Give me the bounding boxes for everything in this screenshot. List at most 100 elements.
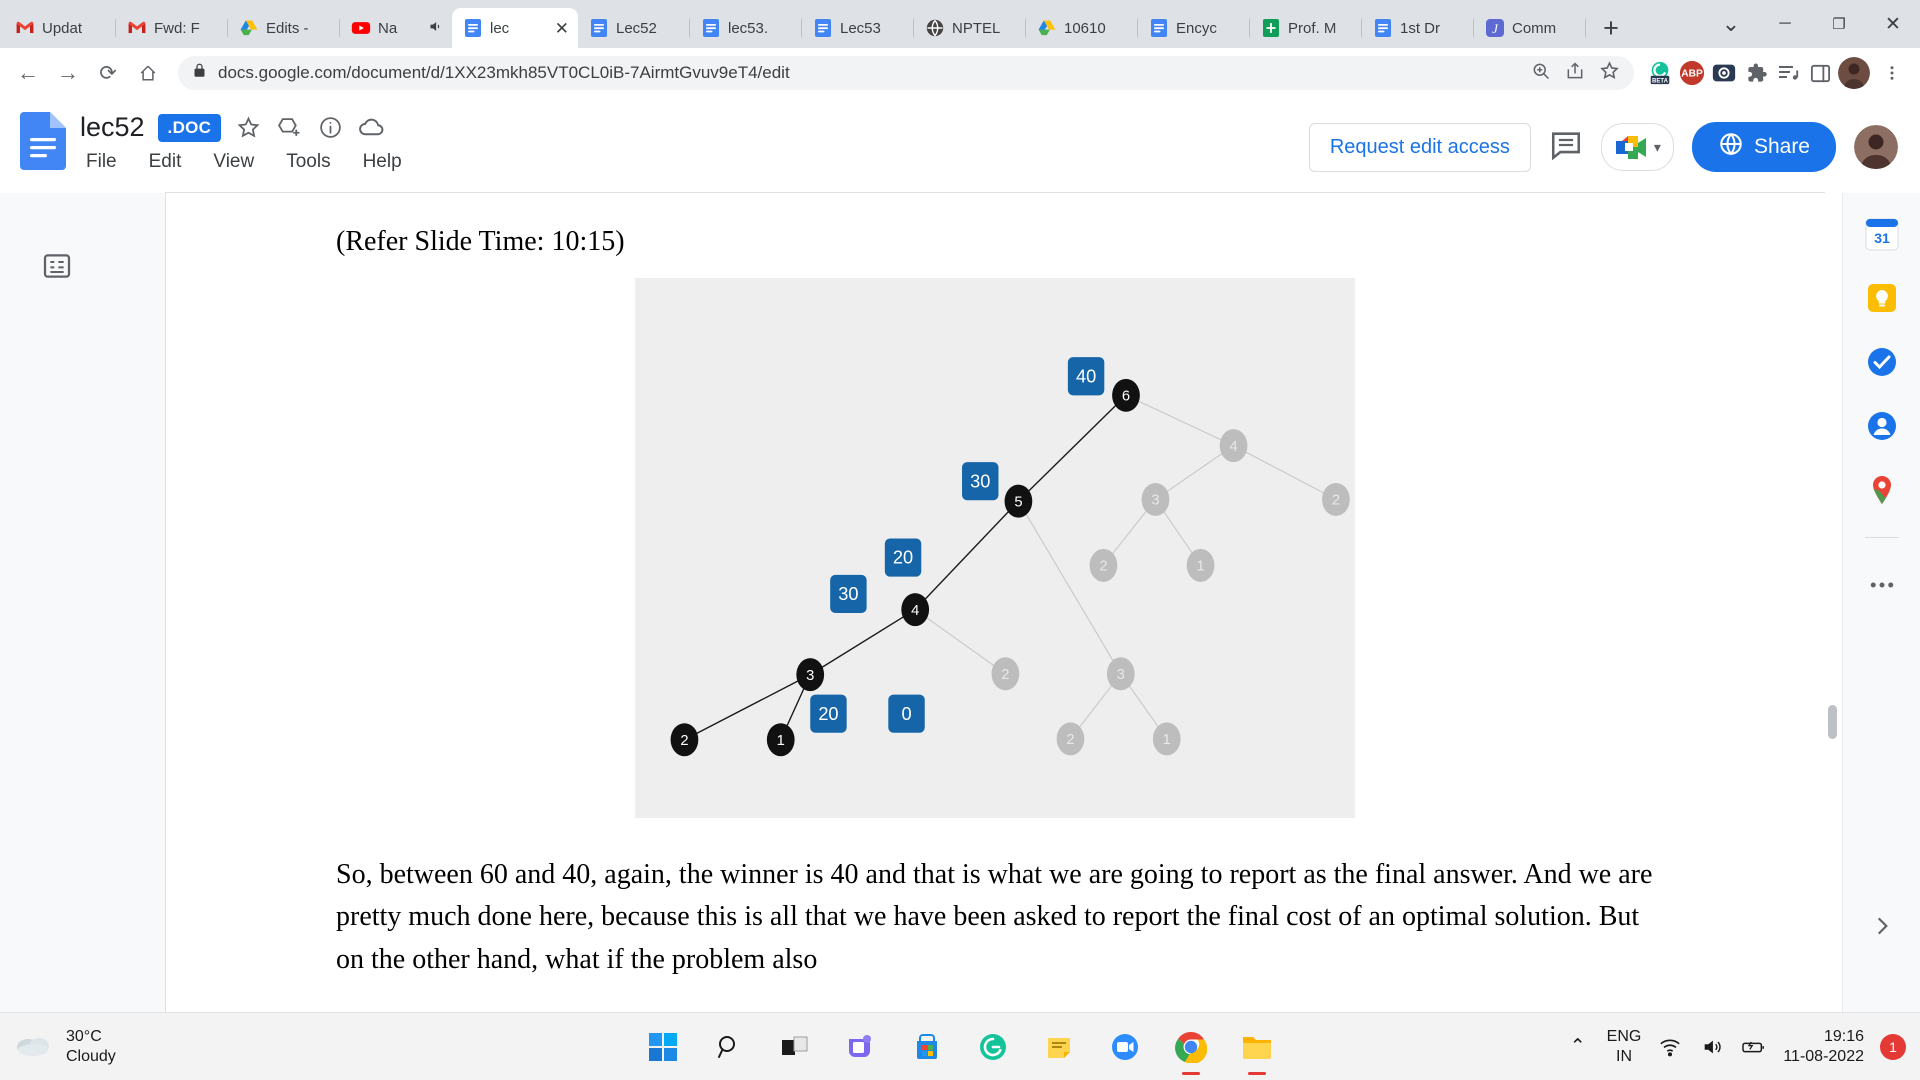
user-avatar[interactable] <box>1854 125 1898 169</box>
google-contacts-icon[interactable] <box>1861 405 1903 447</box>
move-to-folder-icon[interactable] <box>275 114 303 142</box>
forward-button[interactable]: → <box>57 60 79 85</box>
menu-view[interactable]: View <box>213 151 255 172</box>
browser-tab[interactable]: Na <box>340 8 452 48</box>
tree-node-label: 1 <box>1163 732 1171 748</box>
request-edit-access-button[interactable]: Request edit access <box>1308 122 1531 172</box>
menu-tools[interactable]: Tools <box>286 151 331 172</box>
minimize-button[interactable]: ─ <box>1779 15 1791 32</box>
volume-icon[interactable] <box>1699 1034 1725 1060</box>
document-title[interactable]: lec52 <box>80 112 145 142</box>
menu-file[interactable]: File <box>86 151 117 172</box>
notification-badge[interactable]: 1 <box>1880 1033 1906 1060</box>
search-icon[interactable] <box>709 1027 749 1067</box>
zoom-app-icon[interactable] <box>1105 1027 1145 1067</box>
adblock-plus-icon[interactable]: ABP <box>1678 59 1706 87</box>
maximize-button[interactable]: ❐ <box>1832 16 1846 33</box>
tree-node-label: 4 <box>1229 438 1237 454</box>
menu-edit[interactable]: Edit <box>148 151 182 172</box>
back-button[interactable]: ← <box>17 60 39 85</box>
tree-value-box: 40 <box>1067 356 1105 395</box>
tree-node-label: 2 <box>1066 732 1074 748</box>
close-button[interactable]: ✕ <box>1885 13 1901 35</box>
calendar-day-number: 31 <box>1874 230 1890 246</box>
side-panel-icon[interactable] <box>1806 59 1834 87</box>
windows-start-icon[interactable] <box>643 1027 683 1067</box>
google-chrome-icon[interactable] <box>1171 1027 1211 1067</box>
browser-tab[interactable]: Edits - <box>228 8 340 48</box>
tab-close-icon[interactable]: ✕ <box>554 18 569 38</box>
document-status-icon[interactable] <box>316 114 344 142</box>
cloud-saved-icon[interactable] <box>357 114 385 142</box>
tray-chevron-icon[interactable]: ⌃ <box>1569 1036 1586 1057</box>
new-tab-button[interactable]: + <box>1603 12 1619 43</box>
share-button[interactable]: Share <box>1691 122 1836 172</box>
browser-tab[interactable]: Updat <box>4 8 116 48</box>
wifi-icon[interactable] <box>1657 1034 1683 1060</box>
file-explorer-icon[interactable] <box>1237 1027 1277 1067</box>
tree-edge <box>914 608 1006 674</box>
microsoft-store-icon[interactable] <box>907 1027 947 1067</box>
browser-tab[interactable]: Encyc <box>1138 8 1250 48</box>
document-scrollbar[interactable] <box>1824 193 1842 1012</box>
battery-icon[interactable] <box>1741 1034 1767 1060</box>
tree-edge <box>1017 500 1122 674</box>
system-tray: ⌃ ENG IN 19:16 11-08-2022 1 <box>1565 1027 1906 1067</box>
browser-tab[interactable]: Lec52 <box>578 8 690 48</box>
browser-tab[interactable]: Prof. M <box>1250 8 1362 48</box>
tab-audio-icon[interactable] <box>428 19 443 38</box>
address-bar[interactable]: docs.google.com/document/d/1XX23mkh85VT0… <box>178 56 1634 90</box>
tab-separator <box>1249 19 1250 37</box>
more-addons-icon[interactable] <box>1861 564 1903 606</box>
browser-tab[interactable]: 10610 <box>1026 8 1138 48</box>
tab-search-chevron-icon[interactable]: ⌄ <box>1721 11 1741 36</box>
gmail-icon <box>127 18 147 38</box>
clock[interactable]: 19:16 11-08-2022 <box>1783 1027 1864 1067</box>
google-meet-button[interactable]: ▾ <box>1600 123 1674 171</box>
home-button[interactable] <box>130 55 166 91</box>
tab-title: Lec52 <box>616 19 657 37</box>
profile-avatar[interactable] <box>1838 57 1870 89</box>
browser-tab[interactable]: 1st Dr <box>1362 8 1474 48</box>
grammarly-beta-icon[interactable]: BETA <box>1646 59 1674 87</box>
google-docs-logo[interactable] <box>20 112 66 170</box>
browser-tab[interactable]: lec53. <box>690 8 802 48</box>
document-outline-icon[interactable] <box>36 245 78 287</box>
share-icon[interactable] <box>1565 61 1585 86</box>
browser-tab[interactable]: J Comm <box>1474 8 1586 48</box>
tree-value-label: 0 <box>901 703 911 723</box>
docs-menu-bar: File Edit View Tools Help <box>80 149 406 175</box>
star-outline-icon[interactable] <box>1599 60 1620 86</box>
reload-button[interactable]: ⟳ <box>99 61 117 85</box>
screen-recorder-icon[interactable] <box>1710 59 1738 87</box>
weather-widget[interactable]: 30°C Cloudy <box>14 1027 116 1067</box>
tree-node: 1 <box>1152 721 1181 755</box>
chevron-right-icon[interactable] <box>1869 913 1895 946</box>
browser-tab[interactable]: Lec53 <box>802 8 914 48</box>
grammarly-icon[interactable] <box>973 1027 1013 1067</box>
sticky-notes-icon[interactable] <box>1039 1027 1079 1067</box>
google-keep-icon[interactable] <box>1861 277 1903 319</box>
comment-history-icon[interactable] <box>1549 128 1583 167</box>
tree-value-box: 30 <box>830 574 867 613</box>
google-maps-icon[interactable] <box>1861 469 1903 511</box>
language-indicator[interactable]: ENG IN <box>1607 1027 1642 1065</box>
zoom-in-icon[interactable] <box>1531 61 1551 86</box>
scrollbar-thumb[interactable] <box>1828 705 1837 739</box>
browser-tab[interactable]: lec ✕ <box>452 8 578 48</box>
chrome-menu-icon[interactable] <box>1874 55 1910 91</box>
tree-edge <box>914 500 1019 610</box>
star-outline-icon[interactable] <box>234 114 262 142</box>
google-calendar-icon[interactable]: 31 <box>1861 213 1903 255</box>
browser-tab[interactable]: NPTEL <box>914 8 1026 48</box>
task-view-icon[interactable] <box>775 1027 815 1067</box>
extensions-puzzle-icon[interactable] <box>1742 59 1770 87</box>
menu-help[interactable]: Help <box>362 151 402 172</box>
microsoft-teams-icon[interactable] <box>841 1027 881 1067</box>
reading-list-icon[interactable] <box>1774 59 1802 87</box>
google-tasks-icon[interactable] <box>1861 341 1903 383</box>
tab-strip: Updat Fwd: F Edits - Na lec ✕ Lec52 lec53. Lec53… <box>0 0 1920 48</box>
browser-tab[interactable]: Fwd: F <box>116 8 228 48</box>
